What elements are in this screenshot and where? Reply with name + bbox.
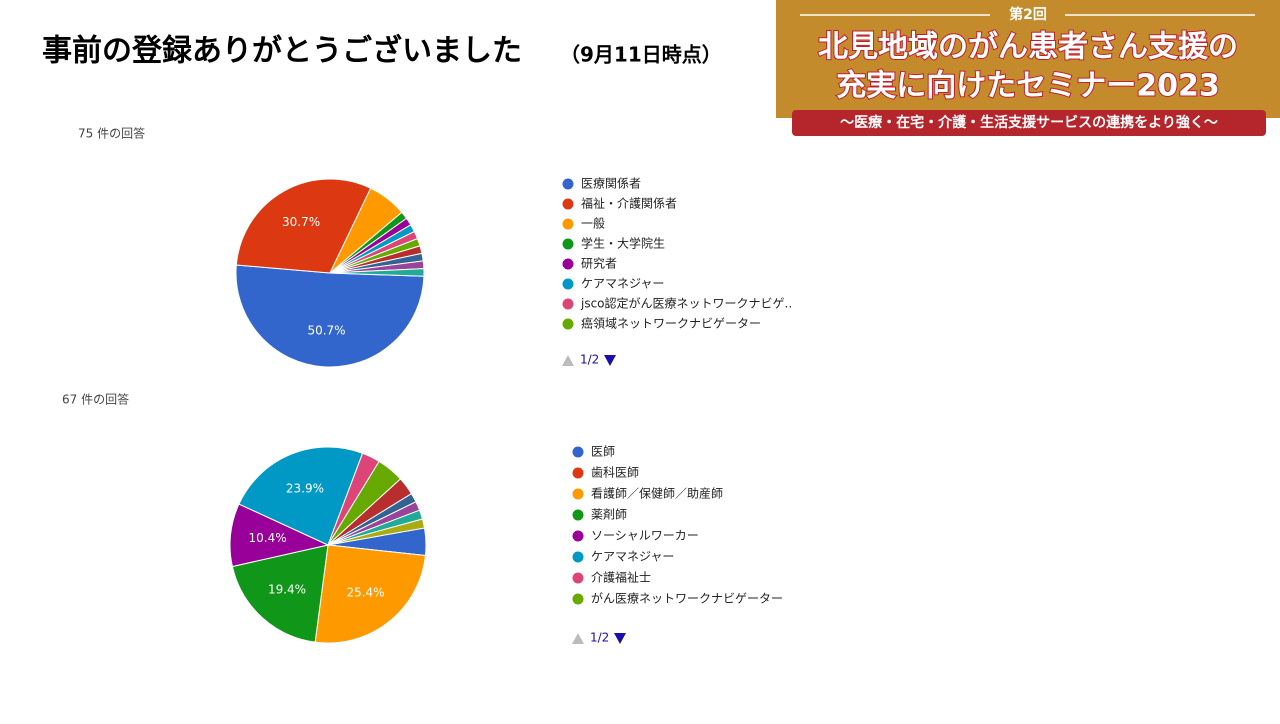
- legend-label: 介護福祉士: [591, 570, 651, 585]
- pager-down: [604, 355, 616, 366]
- pager-up: [572, 633, 584, 644]
- legend-label: 医師: [591, 445, 615, 459]
- legend-swatch: [572, 488, 584, 500]
- pie-slice: [238, 446, 364, 546]
- pie-slice: [235, 264, 425, 368]
- legend-label: jsco認定がん医療ネットワークナビゲ..: [580, 296, 792, 311]
- slice-label: 23.9%: [286, 481, 324, 495]
- legend-label: ケアマネジャー: [591, 550, 674, 564]
- slice-label: 19.4%: [268, 582, 306, 596]
- banner-bg: [776, 0, 1280, 118]
- legend-swatch: [562, 318, 574, 330]
- pager-down: [614, 633, 626, 644]
- slice-label: 10.4%: [249, 531, 287, 545]
- legend-swatch: [562, 178, 574, 190]
- slice-label: 25.4%: [346, 585, 384, 599]
- legend-label: 医療関係者: [581, 177, 641, 191]
- pie-slice: [329, 268, 425, 277]
- pie-slice: [235, 178, 372, 274]
- legend-label: 薬剤師: [591, 507, 627, 522]
- legend-swatch: [562, 198, 574, 210]
- legend-swatch: [562, 258, 574, 270]
- pager-text: 1/2: [580, 353, 599, 367]
- pie-slice: [314, 544, 426, 644]
- legend-label: ソーシャルワーカー: [591, 529, 699, 543]
- legend-swatch: [572, 551, 584, 563]
- pager-up: [562, 355, 574, 366]
- legend-label: 歯科医師: [591, 466, 639, 480]
- response-count: 75 件の回答: [78, 126, 145, 141]
- legend-swatch: [572, 530, 584, 542]
- slice-label: 50.7%: [307, 324, 345, 338]
- pie-slice: [327, 518, 426, 546]
- legend-label: 癌領域ネットワークナビゲーター: [581, 316, 761, 331]
- legend-swatch: [572, 467, 584, 479]
- legend-label: 学生・大学院生: [581, 236, 665, 251]
- legend-swatch: [572, 509, 584, 521]
- banner-line2: 充実に向けたセミナー2023: [836, 69, 1220, 104]
- legend-label: 看護師／保健師／助産師: [591, 486, 723, 501]
- legend-swatch: [562, 218, 574, 230]
- banner-edition: 第2回: [1009, 6, 1047, 23]
- banner-subtitle: ～医療・在宅・介護・生活支援サービスの連携をより強く～: [840, 114, 1218, 131]
- legend-label: 一般: [581, 216, 605, 231]
- legend-label: 研究者: [581, 256, 617, 271]
- legend-label: ケアマネジャー: [581, 277, 664, 291]
- slide-title: 事前の登録ありがとうございました: [42, 34, 522, 69]
- legend-swatch: [572, 572, 584, 584]
- legend-swatch: [562, 238, 574, 250]
- legend-swatch: [562, 278, 574, 290]
- legend-label: 福祉・介護関係者: [581, 196, 677, 211]
- response-count: 67 件の回答: [62, 392, 129, 407]
- legend-swatch: [572, 593, 584, 605]
- banner-bar: [792, 110, 1266, 136]
- legend-swatch: [562, 298, 574, 310]
- pie-slice: [231, 544, 329, 643]
- pager-text: 1/2: [590, 631, 609, 645]
- legend-swatch: [572, 446, 584, 458]
- slice-label: 30.7%: [282, 215, 320, 229]
- banner-line1: 北見地域のがん患者さん支援の: [818, 30, 1238, 65]
- legend-label: がん医療ネットワークナビゲーター: [591, 591, 783, 606]
- title-note: （9月11日時点）: [560, 43, 722, 67]
